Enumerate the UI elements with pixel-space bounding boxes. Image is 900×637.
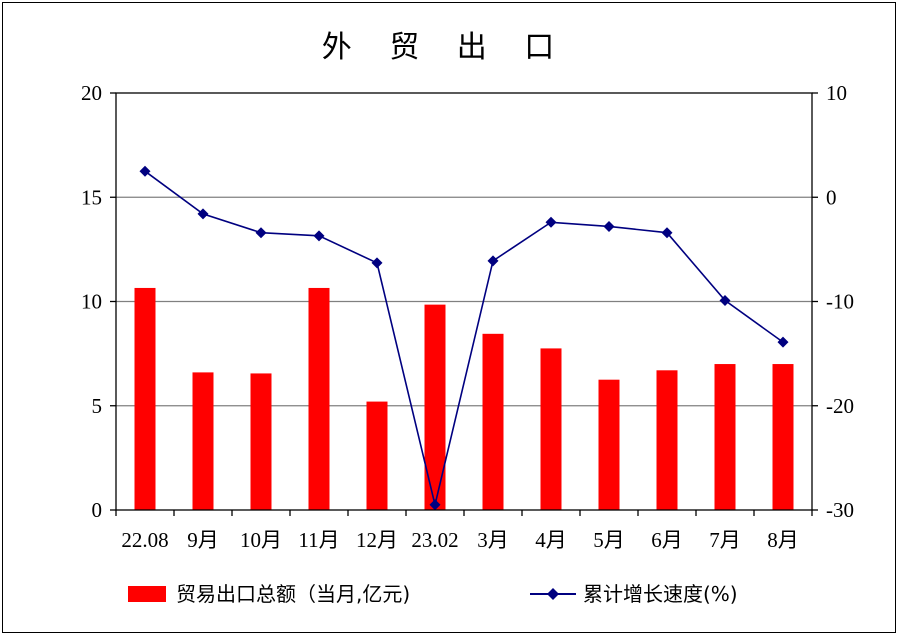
x-tick-label: 3月	[477, 528, 509, 552]
growth-marker	[139, 165, 151, 177]
bar	[482, 333, 504, 510]
legend: 贸易出口总额（当月,亿元) 累计增长速度(%)	[128, 582, 738, 606]
x-tick-label: 11月	[298, 528, 339, 552]
x-tick-label: 6月	[651, 528, 683, 552]
bar	[714, 364, 736, 510]
x-tick-label: 9月	[187, 528, 219, 552]
chart-title: 外 贸 出 口	[322, 30, 569, 65]
bar	[192, 372, 214, 510]
growth-marker	[371, 257, 383, 269]
legend-line-marker	[547, 588, 559, 600]
bar	[366, 401, 388, 510]
axes: 0 5 10 15 20 -30 -20 -10 0 10 22.08 9月 10月 11月 12月 23.0…	[81, 81, 854, 552]
bar	[308, 287, 330, 510]
left-tick-label: 5	[92, 394, 103, 418]
growth-marker	[719, 294, 731, 306]
legend-bar-label: 贸易出口总额（当月,亿元)	[176, 582, 410, 606]
right-tick-label: 10	[826, 81, 847, 105]
right-tick-label: -20	[826, 394, 854, 418]
growth-marker	[487, 255, 499, 267]
line-series	[139, 165, 789, 511]
growth-marker	[197, 208, 209, 220]
growth-marker	[545, 216, 557, 228]
growth-marker	[429, 499, 441, 511]
bar	[424, 304, 446, 510]
growth-marker	[603, 220, 615, 232]
bar	[656, 370, 678, 510]
growth-marker	[255, 227, 267, 239]
bar	[598, 379, 620, 510]
bar	[540, 348, 562, 510]
x-tick-label: 22.08	[121, 528, 168, 552]
legend-line-label: 累计增长速度(%)	[583, 582, 738, 606]
left-tick-label: 20	[81, 81, 102, 105]
bar	[772, 364, 794, 510]
legend-bar-swatch	[128, 586, 166, 602]
growth-marker	[777, 336, 789, 348]
right-tick-label: 0	[826, 185, 837, 209]
x-tick-label: 7月	[709, 528, 741, 552]
growth-line	[144, 170, 784, 505]
x-tick-label: 5月	[593, 528, 625, 552]
gridlines	[116, 196, 812, 407]
x-tick-label: 4月	[535, 528, 567, 552]
left-tick-label: 10	[81, 290, 102, 314]
bar	[250, 373, 272, 510]
right-tick-label: -10	[826, 290, 854, 314]
growth-marker	[313, 230, 325, 242]
x-tick-label: 8月	[767, 528, 799, 552]
x-tick-label: 10月	[240, 528, 282, 552]
bar-series	[134, 287, 794, 510]
x-tick-label: 23.02	[411, 528, 458, 552]
right-tick-label: -30	[826, 498, 854, 522]
bar	[134, 287, 156, 510]
left-tick-label: 15	[81, 185, 102, 209]
x-tick-label: 12月	[356, 528, 398, 552]
left-tick-label: 0	[92, 498, 103, 522]
growth-marker	[661, 227, 673, 239]
